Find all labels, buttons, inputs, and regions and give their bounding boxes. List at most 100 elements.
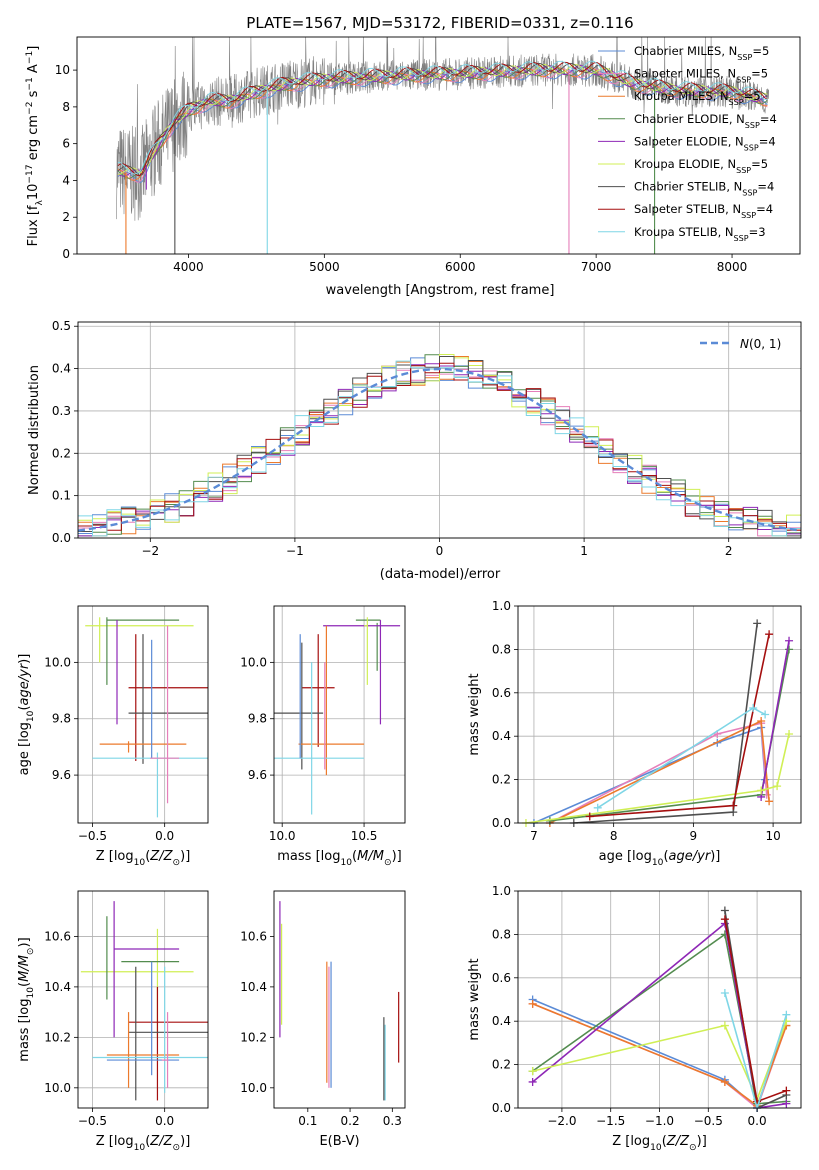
legend-label: Kroupa STELIB, NSSP=3 bbox=[634, 225, 766, 243]
legend-label: Kroupa ELODIE, NSSP=5 bbox=[634, 157, 768, 175]
massweight-marker bbox=[720, 915, 729, 924]
y-tick-label: 8 bbox=[62, 100, 70, 114]
axes-age-vs-mass bbox=[274, 606, 405, 823]
massweight-xlabel: Z [log10(Z/Z⊙)] bbox=[612, 1134, 707, 1153]
y-tick-label: 0.2 bbox=[492, 773, 511, 787]
spectrum-data-line bbox=[116, 37, 769, 221]
y-tick-label: 1.0 bbox=[492, 884, 511, 898]
x-tick-label: 0.0 bbox=[155, 1114, 174, 1128]
massweight-marker bbox=[785, 636, 794, 645]
y-tick-label: 9.8 bbox=[52, 712, 71, 726]
y-tick-label: 10.4 bbox=[240, 980, 267, 994]
massweight-marker bbox=[528, 999, 537, 1008]
legend-label: Chabrier MILES, NSSP=5 bbox=[634, 44, 769, 62]
massweight-marker bbox=[773, 782, 782, 791]
errorpanel-xlabel: Z [log10(Z/Z⊙)] bbox=[96, 1134, 191, 1153]
hist-xlabel: (data-model)/error bbox=[380, 567, 501, 582]
x-tick-label: 7000 bbox=[581, 260, 612, 274]
x-tick-label: −1.0 bbox=[645, 1114, 674, 1128]
massweight-marker bbox=[782, 1086, 791, 1095]
spectrum-model-line bbox=[117, 68, 768, 183]
x-tick-label: −1.5 bbox=[596, 1114, 625, 1128]
massweight-marker bbox=[528, 1077, 537, 1086]
y-tick-label: 10.6 bbox=[240, 929, 267, 943]
spectrum-ylabel: Flux [fλ10−17 erg cm−2 s−1 A−1] bbox=[25, 46, 45, 247]
y-tick-label: 0 bbox=[62, 247, 70, 261]
y-tick-label: 0.2 bbox=[492, 1058, 511, 1072]
massweight-line bbox=[532, 922, 787, 1108]
figure-title: PLATE=1567, MJD=53172, FIBERID=0331, z=0… bbox=[246, 14, 633, 32]
massweight-marker bbox=[785, 730, 794, 739]
massweight-marker bbox=[528, 1067, 537, 1076]
x-tick-label: 10.0 bbox=[269, 829, 296, 843]
axes-frame-age-vs-z bbox=[77, 605, 209, 824]
massweight-marker bbox=[782, 1099, 791, 1108]
y-tick-label: 0.8 bbox=[492, 642, 511, 656]
x-tick-label: 0 bbox=[436, 544, 444, 558]
y-tick-label: 0.3 bbox=[52, 404, 71, 418]
x-tick-label: 0.1 bbox=[298, 1114, 317, 1128]
x-tick-label: 8 bbox=[610, 829, 618, 843]
x-tick-label: 10 bbox=[765, 829, 780, 843]
y-tick-label: 9.8 bbox=[248, 712, 267, 726]
y-tick-label: 0.0 bbox=[492, 816, 511, 830]
gaussian-curve bbox=[78, 367, 801, 532]
y-tick-label: 0.8 bbox=[492, 927, 511, 941]
x-tick-label: −2.0 bbox=[547, 1114, 576, 1128]
x-tick-label: −0.5 bbox=[78, 1114, 107, 1128]
y-tick-label: 10 bbox=[55, 63, 70, 77]
x-tick-label: 8000 bbox=[717, 260, 748, 274]
spectrum-model-line bbox=[117, 60, 768, 175]
y-tick-label: 10.0 bbox=[240, 655, 267, 669]
massweight-marker bbox=[720, 988, 729, 997]
massweight-marker bbox=[749, 703, 758, 712]
y-tick-label: 0.1 bbox=[52, 489, 71, 503]
hist-ylabel: Normed distribution bbox=[27, 365, 42, 495]
massweight-line bbox=[724, 992, 788, 1108]
errorpanel-xlabel: mass [log10(M/M⊙)] bbox=[277, 849, 401, 868]
y-tick-label: 10.2 bbox=[44, 1030, 71, 1044]
massweight-marker bbox=[761, 710, 770, 719]
axes-frame-age-vs-mass bbox=[273, 605, 406, 824]
spectrum-xlabel: wavelength [Angstrom, rest frame] bbox=[326, 283, 555, 298]
y-tick-label: 10.4 bbox=[44, 980, 71, 994]
massweight-ylabel: mass weight bbox=[467, 958, 482, 1040]
x-tick-label: 1 bbox=[580, 544, 588, 558]
x-tick-label: 0.2 bbox=[341, 1114, 360, 1128]
y-tick-label: 0.4 bbox=[492, 1014, 511, 1028]
massweight-line bbox=[549, 722, 768, 823]
y-tick-label: 9.6 bbox=[52, 768, 71, 782]
y-tick-label: 10.0 bbox=[44, 1081, 71, 1095]
x-tick-label: 4000 bbox=[173, 260, 204, 274]
massweight-xlabel: age [log10(age/yr)] bbox=[599, 849, 721, 868]
massweight-marker bbox=[757, 786, 766, 795]
massweight-marker bbox=[585, 812, 594, 821]
x-tick-label: 9 bbox=[690, 829, 698, 843]
axes-frame-massweight-vs-age bbox=[517, 605, 802, 824]
spectrum-model-line bbox=[117, 67, 768, 181]
massweight-marker bbox=[720, 906, 729, 915]
spectrum-model-line bbox=[117, 66, 768, 179]
y-tick-label: 4 bbox=[62, 173, 70, 187]
y-tick-label: 6 bbox=[62, 137, 70, 151]
massweight-line bbox=[525, 733, 790, 823]
y-tick-label: 0.4 bbox=[492, 729, 511, 743]
x-tick-label: 7 bbox=[530, 829, 538, 843]
x-tick-label: 0.0 bbox=[155, 829, 174, 843]
x-tick-label: 6000 bbox=[445, 260, 476, 274]
massweight-marker bbox=[753, 619, 762, 628]
y-tick-label: 10.0 bbox=[240, 1081, 267, 1095]
axes-frame-mass-vs-z bbox=[77, 890, 209, 1109]
massweight-line bbox=[760, 640, 790, 798]
massweight-marker bbox=[757, 717, 766, 726]
x-tick-label: −2 bbox=[141, 544, 159, 558]
errorpanel-xlabel: Z [log10(Z/Z⊙)] bbox=[96, 849, 191, 868]
massweight-marker bbox=[720, 1021, 729, 1030]
massweight-marker bbox=[720, 1077, 729, 1086]
y-tick-label: 0.0 bbox=[492, 1101, 511, 1115]
y-tick-label: 2 bbox=[62, 210, 70, 224]
x-tick-label: 10.5 bbox=[351, 829, 378, 843]
y-tick-label: 9.6 bbox=[248, 768, 267, 782]
